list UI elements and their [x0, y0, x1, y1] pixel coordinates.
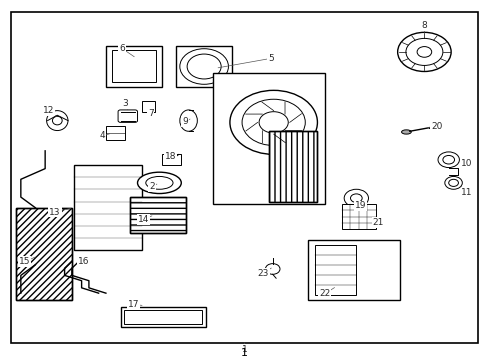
- FancyBboxPatch shape: [118, 110, 137, 122]
- Bar: [307, 240, 399, 300]
- Bar: [268, 131, 317, 202]
- Text: 2: 2: [149, 182, 155, 191]
- Text: 1: 1: [241, 345, 247, 354]
- Bar: [112, 50, 155, 82]
- Ellipse shape: [52, 116, 62, 125]
- Text: 23: 23: [257, 269, 268, 278]
- Text: 6: 6: [119, 44, 124, 53]
- Circle shape: [229, 90, 317, 154]
- Bar: [314, 245, 356, 295]
- Circle shape: [444, 176, 461, 189]
- Circle shape: [448, 179, 458, 186]
- Circle shape: [416, 46, 431, 57]
- Bar: [212, 73, 324, 204]
- Text: 21: 21: [372, 218, 383, 227]
- Circle shape: [265, 264, 280, 274]
- Bar: [130, 197, 186, 233]
- Circle shape: [437, 152, 458, 167]
- Bar: [268, 131, 317, 202]
- Text: 10: 10: [461, 159, 472, 168]
- Bar: [142, 101, 154, 112]
- Bar: [341, 204, 375, 229]
- Bar: [123, 310, 202, 324]
- Bar: [120, 307, 205, 327]
- Text: 19: 19: [354, 202, 365, 211]
- Ellipse shape: [180, 110, 197, 131]
- Text: 3: 3: [122, 99, 128, 108]
- Text: 20: 20: [430, 122, 441, 131]
- Text: 8: 8: [421, 21, 427, 30]
- Bar: [74, 165, 142, 251]
- Bar: [162, 154, 181, 165]
- Ellipse shape: [187, 54, 221, 79]
- Bar: [106, 46, 162, 87]
- Circle shape: [397, 32, 450, 72]
- Text: 12: 12: [43, 107, 54, 116]
- Text: 15: 15: [19, 257, 30, 266]
- Text: 16: 16: [78, 257, 90, 266]
- Text: 17: 17: [128, 300, 139, 309]
- Circle shape: [242, 99, 305, 145]
- Text: 5: 5: [268, 54, 274, 63]
- Bar: [16, 208, 72, 300]
- Circle shape: [344, 189, 368, 207]
- Text: 7: 7: [147, 109, 153, 118]
- Ellipse shape: [145, 176, 173, 189]
- Text: 1: 1: [241, 348, 247, 357]
- Bar: [176, 46, 232, 87]
- Text: 18: 18: [164, 152, 176, 161]
- Bar: [130, 197, 186, 233]
- Text: 22: 22: [319, 289, 330, 298]
- Ellipse shape: [180, 49, 228, 84]
- Text: 11: 11: [461, 188, 472, 197]
- Circle shape: [259, 112, 287, 133]
- Circle shape: [405, 39, 442, 66]
- Ellipse shape: [401, 130, 410, 134]
- Bar: [106, 126, 125, 140]
- Text: 14: 14: [138, 215, 149, 224]
- Circle shape: [442, 156, 454, 164]
- Text: 4: 4: [100, 131, 105, 140]
- Bar: [16, 208, 72, 300]
- Text: 9: 9: [182, 117, 188, 126]
- Circle shape: [350, 194, 362, 202]
- Ellipse shape: [46, 111, 68, 131]
- Text: 13: 13: [49, 207, 61, 216]
- Ellipse shape: [137, 172, 181, 194]
